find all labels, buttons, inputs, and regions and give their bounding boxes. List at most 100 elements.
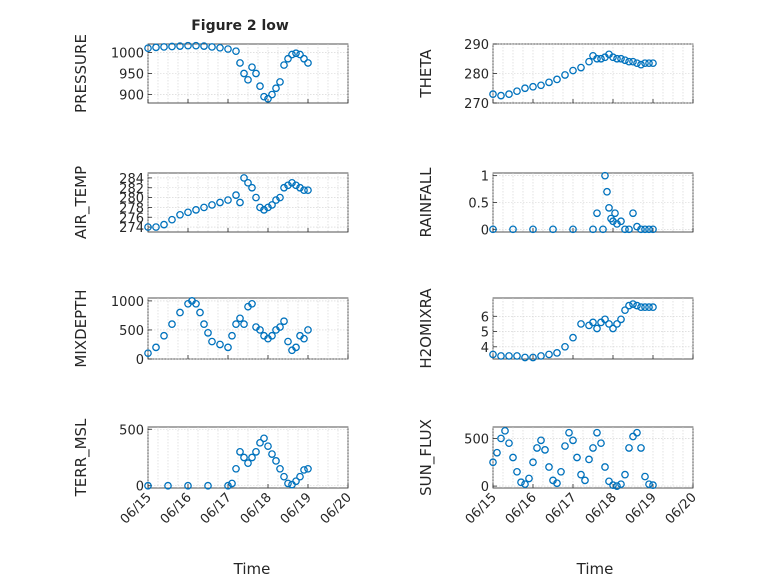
sun-flux-data-point xyxy=(589,444,597,452)
air-temp-data-point xyxy=(288,178,296,187)
terr-msl-data-point xyxy=(204,481,212,490)
h2omixra-data-point xyxy=(497,352,505,360)
terr-msl-data-point xyxy=(260,434,268,443)
terr-msl-data-point xyxy=(228,479,236,488)
x-axis-label-left: Time xyxy=(233,560,271,578)
pressure-data-point xyxy=(244,75,252,84)
theta-data-point xyxy=(649,59,657,68)
theta-data-point xyxy=(505,90,513,99)
pressure-data-point xyxy=(224,45,232,53)
sun-flux-data-point xyxy=(489,458,497,467)
pressure-data-point xyxy=(232,47,240,56)
pressure-data-point xyxy=(216,43,224,52)
sun-flux-data-point xyxy=(541,446,549,454)
terr-msl-data-point xyxy=(232,464,240,473)
h2omixra-data-point xyxy=(601,315,609,324)
sun-flux-data-point xyxy=(497,434,505,443)
sun-flux-x-tick-label: 06/18 xyxy=(583,490,620,527)
sun-flux-data-point xyxy=(565,428,573,437)
sun-flux-data-point xyxy=(609,481,617,489)
sun-flux-data-point xyxy=(577,470,585,479)
sun-flux-data-point xyxy=(501,426,509,435)
h2omixra-data-point xyxy=(645,303,653,311)
h2omixra-data-point xyxy=(529,353,537,362)
terr-msl-data-point xyxy=(240,453,248,462)
mixdepth-data-point xyxy=(160,331,168,340)
h2omixra-data-point xyxy=(589,318,597,327)
pressure-data-point xyxy=(256,82,264,90)
terr-msl-data-point xyxy=(248,453,256,462)
mixdepth-data-point xyxy=(304,326,312,334)
air-temp-data-point xyxy=(244,178,252,187)
mixdepth-data-point xyxy=(152,343,160,352)
sun-flux-data-point xyxy=(525,474,533,483)
sun-flux-data-point xyxy=(617,480,625,489)
theta-data-point xyxy=(593,54,601,63)
theta-data-point xyxy=(561,71,569,79)
sun-flux-data-point xyxy=(521,480,529,489)
sun-flux-data-point xyxy=(553,479,561,488)
sun-flux-x-tick-label: 06/15 xyxy=(463,490,500,527)
mixdepth-data-point xyxy=(300,334,308,343)
air-temp-data-point xyxy=(276,193,284,202)
panel-pressure: 900 950 1000 PRESSURE xyxy=(72,34,349,113)
air-temp-plot-area xyxy=(147,172,349,233)
h2omixra-data-point xyxy=(633,301,641,310)
h2omixra-data-point xyxy=(505,352,513,360)
theta-data-point xyxy=(645,59,653,68)
rainfall-data-point xyxy=(625,225,633,234)
rainfall-data-point xyxy=(489,225,497,234)
panel-theta: 270 280 290 THETA xyxy=(417,38,694,112)
pressure-data-point xyxy=(248,63,256,72)
theta-data-point xyxy=(497,91,505,100)
mixdepth-data-point xyxy=(208,337,216,346)
rainfall-data-point xyxy=(637,225,645,234)
terr-msl-data-point xyxy=(236,448,244,456)
pressure-y-axis-label: PRESSURE xyxy=(72,34,90,113)
mixdepth-data-point xyxy=(284,337,292,346)
terr-msl-data-point xyxy=(256,438,264,447)
mixdepth-data-point xyxy=(228,331,236,340)
mixdepth-data-point xyxy=(240,320,248,328)
air-temp-y-tick-label: 284 xyxy=(119,172,144,187)
rainfall-data-point xyxy=(603,187,611,196)
theta-data-point xyxy=(625,57,633,66)
mixdepth-y-tick-label: 1000 xyxy=(111,295,144,310)
h2omixra-data-point xyxy=(489,350,497,359)
sun-flux-data-point xyxy=(637,444,645,452)
sun-flux-data-point xyxy=(557,467,565,476)
pressure-data-point xyxy=(268,90,276,99)
sun-flux-data-point xyxy=(537,436,545,445)
pressure-data-point xyxy=(260,92,268,101)
terr-msl-data-point xyxy=(264,442,272,451)
rainfall-data-point xyxy=(593,209,601,218)
theta-data-point xyxy=(489,90,497,99)
air-temp-data-point xyxy=(236,198,244,207)
mixdepth-data-point xyxy=(224,343,232,352)
air-temp-y-tick-label: 282 xyxy=(119,182,144,197)
mixdepth-data-point xyxy=(176,308,184,317)
theta-data-point xyxy=(513,87,521,96)
theta-data-point xyxy=(569,66,577,75)
pressure-data-point xyxy=(236,59,244,67)
air-temp-data-point xyxy=(144,223,152,231)
air-temp-data-point xyxy=(192,206,200,214)
air-temp-data-point xyxy=(268,201,276,209)
air-temp-data-point xyxy=(272,196,280,204)
terr-msl-y-tick-label: 500 xyxy=(119,423,144,438)
panel-terr-msl: 0 500 06/15 06/16 06/17 06/18 06/19 06/20 TERR_M… xyxy=(72,418,355,527)
sun-flux-data-point xyxy=(641,472,649,481)
pressure-data-point xyxy=(240,69,248,78)
mixdepth-data-point xyxy=(236,314,244,323)
x-axis-label-right: Time xyxy=(576,560,614,578)
theta-data-point xyxy=(545,78,553,87)
air-temp-data-point xyxy=(160,220,168,229)
h2omixra-data-point xyxy=(577,320,585,328)
rainfall-data-point xyxy=(621,225,629,234)
pressure-y-tick-label: 900 xyxy=(119,89,144,104)
pressure-data-point xyxy=(296,50,304,59)
terr-msl-data-point xyxy=(292,477,300,486)
rainfall-data-point xyxy=(649,225,657,234)
